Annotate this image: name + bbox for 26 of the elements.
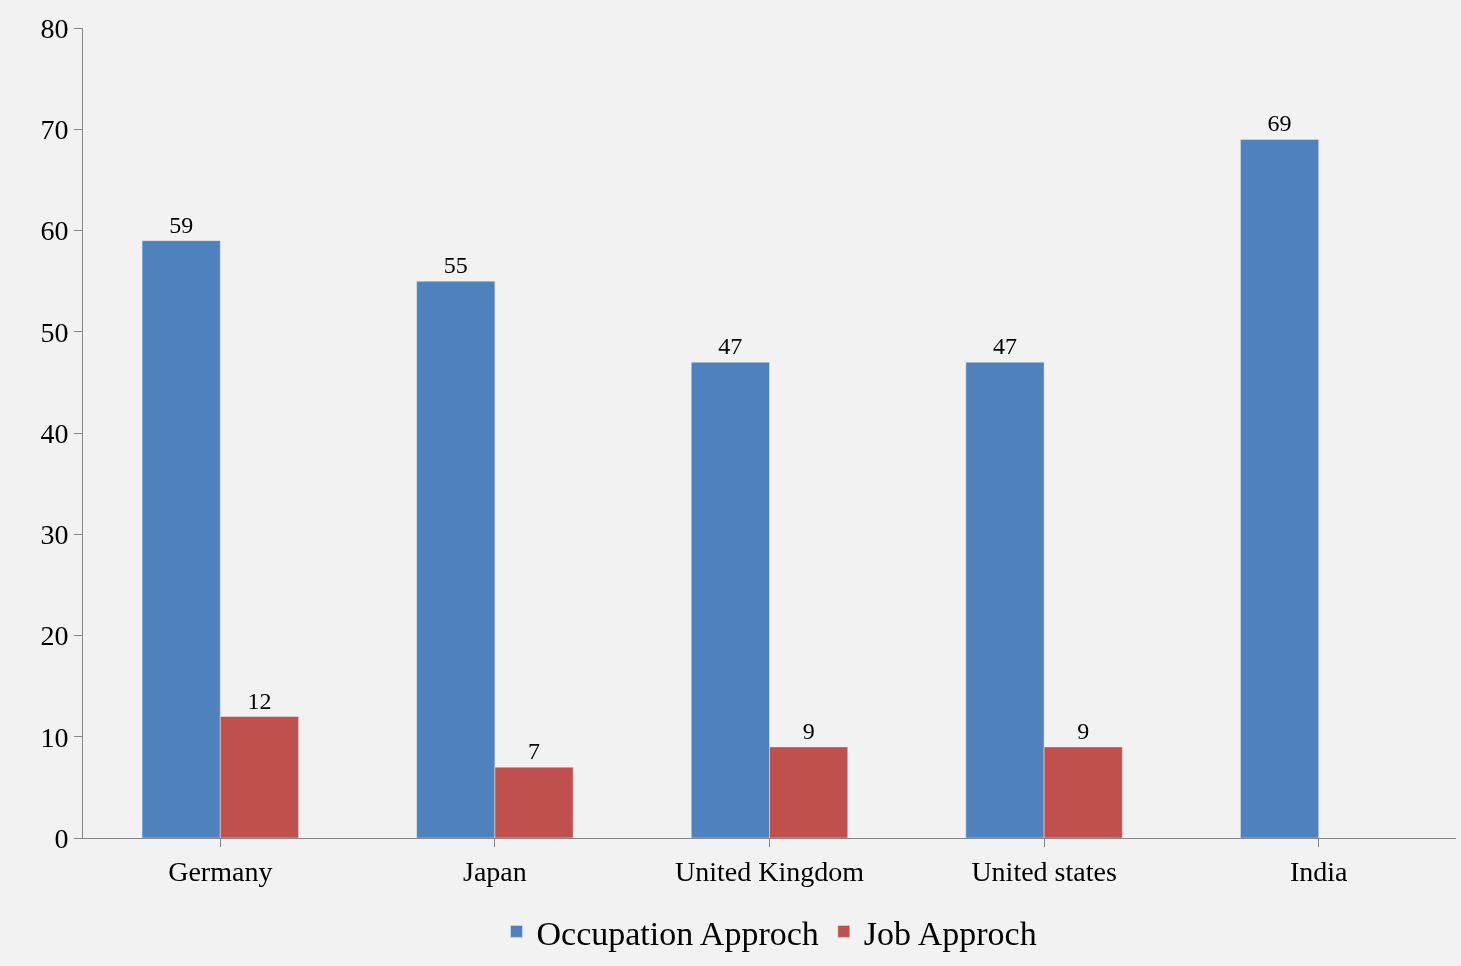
data-label: 47: [718, 333, 743, 360]
y-tick-label: 30: [40, 519, 69, 551]
data-label: 7: [528, 738, 541, 765]
legend-label: Job Approch: [863, 914, 1037, 952]
x-tick-label: Germany: [168, 855, 273, 887]
y-tick-label: 80: [40, 12, 69, 44]
y-tick-label: 40: [40, 417, 69, 449]
data-label: 9: [1077, 717, 1090, 744]
data-label: 9: [802, 717, 815, 744]
y-tick-label: 20: [40, 620, 69, 652]
data-label: 47: [992, 333, 1017, 360]
data-label: 69: [1267, 110, 1292, 137]
data-label: 12: [247, 687, 272, 714]
data-label: 59: [169, 211, 194, 238]
x-tick-label: United states: [971, 855, 1117, 887]
x-tick-label: India: [1289, 855, 1349, 887]
x-tick-label: Japan: [463, 855, 527, 887]
y-tick-label: 70: [40, 114, 69, 146]
x-tick-label: United Kingdom: [675, 855, 865, 887]
y-tick-label: 10: [40, 721, 69, 753]
y-tick-label: 0: [54, 822, 69, 854]
y-tick-label: 50: [40, 316, 69, 348]
bar: [1240, 139, 1319, 838]
data-label: 55: [443, 252, 468, 279]
y-tick-label: 60: [40, 215, 69, 247]
legend-label: Occupation Approch: [536, 914, 819, 952]
